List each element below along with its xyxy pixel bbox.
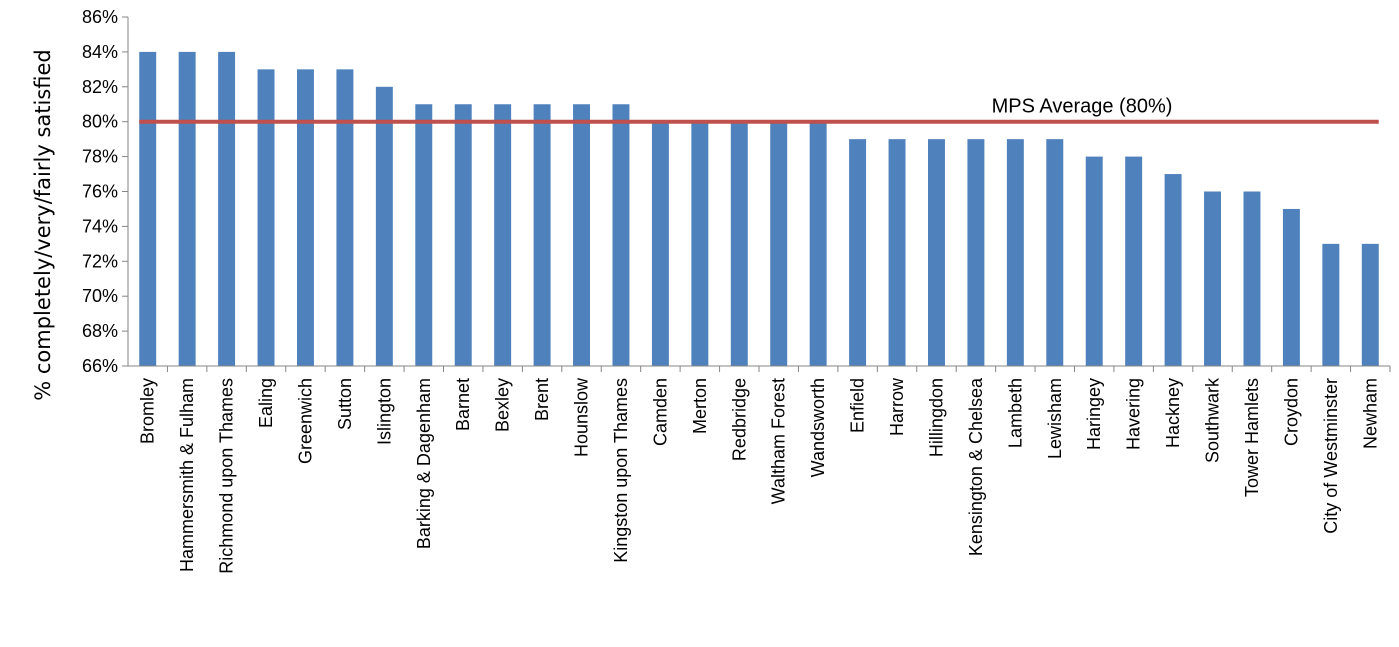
x-tick-label: Sutton bbox=[335, 378, 355, 430]
bar bbox=[1282, 208, 1300, 366]
bar bbox=[1322, 243, 1340, 366]
x-tick-label: Enfield bbox=[848, 378, 868, 433]
x-tick-label: Kensington & Chelsea bbox=[966, 377, 986, 556]
y-tick-label: 74% bbox=[82, 216, 118, 236]
y-tick-label: 86% bbox=[82, 7, 118, 27]
mps-average-label: MPS Average (80%) bbox=[992, 96, 1173, 118]
bar bbox=[888, 139, 906, 366]
bar bbox=[454, 104, 472, 366]
bar bbox=[612, 104, 630, 366]
bar bbox=[1243, 191, 1261, 366]
x-tick-label: Bexley bbox=[493, 378, 513, 432]
x-tick-label: Harrow bbox=[887, 377, 907, 436]
bar bbox=[651, 121, 669, 366]
bar bbox=[336, 69, 354, 366]
x-tick-label: Hillingdon bbox=[926, 378, 946, 457]
x-tick-label: Islington bbox=[374, 378, 394, 445]
bar bbox=[257, 69, 275, 366]
y-tick-label: 68% bbox=[82, 321, 118, 341]
bar bbox=[375, 86, 393, 367]
bar bbox=[1046, 139, 1064, 366]
y-tick-label: 72% bbox=[82, 251, 118, 271]
x-tick-label: Havering bbox=[1124, 378, 1144, 450]
bar bbox=[927, 139, 945, 366]
x-tick-label: Ealing bbox=[256, 378, 276, 428]
x-tick-label: Redbridge bbox=[729, 378, 749, 461]
x-axis-labels: Bromley Hammersmith & Fulham Richmond upon… bbox=[138, 366, 1391, 574]
y-tick-label: 66% bbox=[82, 356, 118, 376]
bar bbox=[809, 121, 827, 366]
bar bbox=[1125, 156, 1143, 366]
bar bbox=[415, 104, 433, 366]
bar bbox=[730, 121, 748, 366]
x-tick-label: Barking & Dagenham bbox=[414, 378, 434, 549]
x-tick-label: Haringey bbox=[1084, 378, 1104, 450]
bar bbox=[1361, 243, 1379, 366]
x-tick-label: Croydon bbox=[1281, 378, 1301, 446]
x-tick-label: Barnet bbox=[453, 378, 473, 431]
x-tick-label: City of Westminster bbox=[1321, 378, 1341, 534]
x-tick-label: Richmond upon Thames bbox=[217, 378, 237, 574]
x-tick-label: Lewisham bbox=[1045, 378, 1065, 459]
bar bbox=[178, 51, 196, 367]
x-tick-label: Tower Hamlets bbox=[1242, 378, 1262, 497]
x-tick-label: Camden bbox=[650, 378, 670, 446]
bar bbox=[573, 104, 591, 366]
bar bbox=[1204, 191, 1222, 366]
x-tick-label: Bromley bbox=[138, 378, 158, 444]
bar bbox=[1164, 174, 1182, 366]
bar bbox=[533, 104, 551, 366]
bar bbox=[1006, 139, 1024, 366]
x-tick-label: Wandsworth bbox=[808, 378, 828, 477]
bar bbox=[218, 51, 236, 367]
y-tick-label: 70% bbox=[82, 286, 118, 306]
bar bbox=[1085, 156, 1103, 366]
y-axis-label: % completely/very/fairly satisfied bbox=[31, 49, 55, 401]
bar bbox=[691, 121, 709, 366]
bar bbox=[296, 69, 314, 366]
y-axis-ticks: 66% 68% 70% 72% 74% 76% 78% 80% 82% 84% 86% bbox=[82, 7, 128, 376]
x-tick-label: Lambeth bbox=[1005, 378, 1025, 448]
x-tick-label: Brent bbox=[532, 378, 552, 421]
bar bbox=[494, 104, 512, 366]
x-tick-label: Hackney bbox=[1163, 378, 1183, 448]
x-tick-label: Waltham Forest bbox=[769, 378, 789, 504]
y-tick-label: 82% bbox=[82, 77, 118, 97]
x-tick-label: Hounslow bbox=[572, 377, 592, 457]
x-tick-label: Merton bbox=[690, 378, 710, 434]
bar bbox=[849, 139, 867, 366]
bar bbox=[967, 139, 985, 366]
bar bbox=[139, 51, 157, 367]
bars bbox=[139, 51, 1379, 367]
x-tick-label: Hammersmith & Fulham bbox=[177, 378, 197, 572]
y-tick-label: 84% bbox=[82, 42, 118, 62]
bar bbox=[770, 121, 788, 366]
y-tick-label: 76% bbox=[82, 182, 118, 202]
x-tick-label: Newham bbox=[1360, 378, 1380, 449]
y-tick-label: 78% bbox=[82, 147, 118, 167]
x-tick-label: Southwark bbox=[1203, 377, 1223, 463]
x-tick-label: Greenwich bbox=[295, 378, 315, 464]
y-tick-label: 80% bbox=[82, 112, 118, 132]
x-tick-label: Kingston upon Thames bbox=[611, 378, 631, 563]
